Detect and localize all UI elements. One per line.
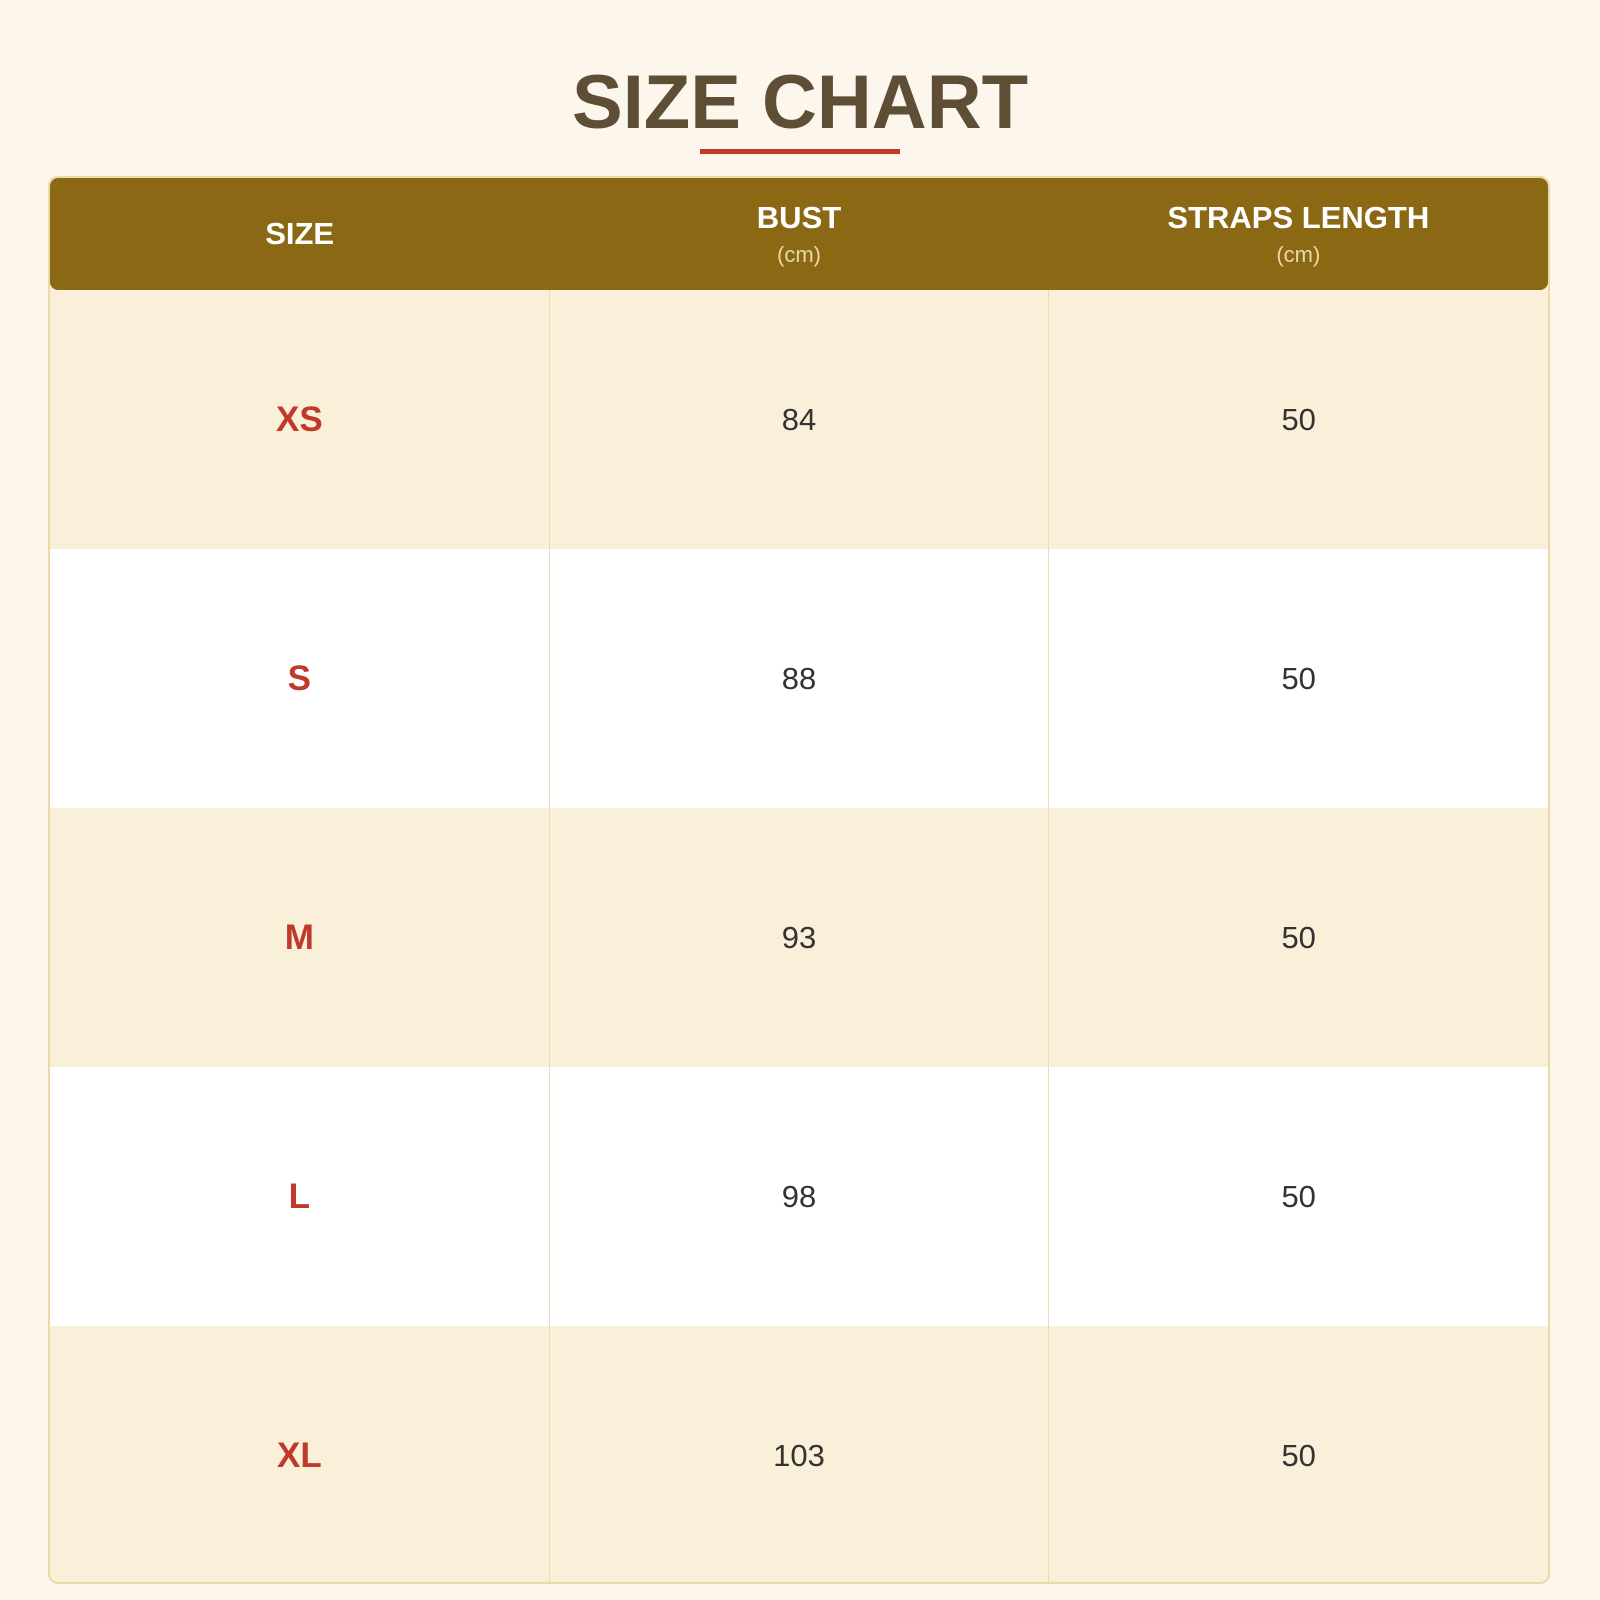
size-cell: XS (50, 290, 550, 549)
bust-cell: 98 (550, 1067, 1050, 1326)
header-unit: (cm) (777, 242, 821, 267)
header-bust: BUST (cm) (549, 178, 1048, 290)
bust-cell: 103 (550, 1326, 1050, 1582)
size-cell: L (50, 1067, 550, 1326)
page-title: SIZE CHART (572, 60, 1028, 145)
straps-length-cell: 50 (1281, 1437, 1316, 1473)
straps-length-cell: 50 (1281, 919, 1316, 955)
header-label: BUST (756, 200, 842, 235)
table-row: XL 103 50 (50, 1326, 1548, 1582)
table-row: L 98 50 (50, 1067, 1548, 1326)
table-header: SIZE BUST (cm) STRAPS LENGTH (cm) (50, 178, 1548, 290)
title-underline (700, 149, 900, 154)
header-label: SIZE (265, 216, 335, 251)
straps-length-cell: 50 (1281, 660, 1316, 696)
table-row: S 88 50 (50, 549, 1548, 808)
size-cell: XL (50, 1326, 550, 1582)
size-table: SIZE BUST (cm) STRAPS LENGTH (cm) XS 84 50… (48, 176, 1550, 1584)
bust-cell: 93 (550, 808, 1050, 1067)
header-size: SIZE (50, 178, 549, 290)
header-label: STRAPS LENGTH (1167, 200, 1430, 235)
header-straps-length: STRAPS LENGTH (cm) (1049, 178, 1548, 290)
straps-length-cell: 50 (1281, 401, 1316, 437)
straps-length-cell: 50 (1281, 1178, 1316, 1214)
size-cell: M (50, 808, 550, 1067)
size-cell: S (50, 549, 550, 808)
bust-cell: 84 (550, 290, 1050, 549)
header-unit: (cm) (1276, 242, 1321, 267)
bust-cell: 88 (550, 549, 1050, 808)
table-row: XS 84 50 (50, 290, 1548, 549)
table-row: M 93 50 (50, 808, 1548, 1067)
